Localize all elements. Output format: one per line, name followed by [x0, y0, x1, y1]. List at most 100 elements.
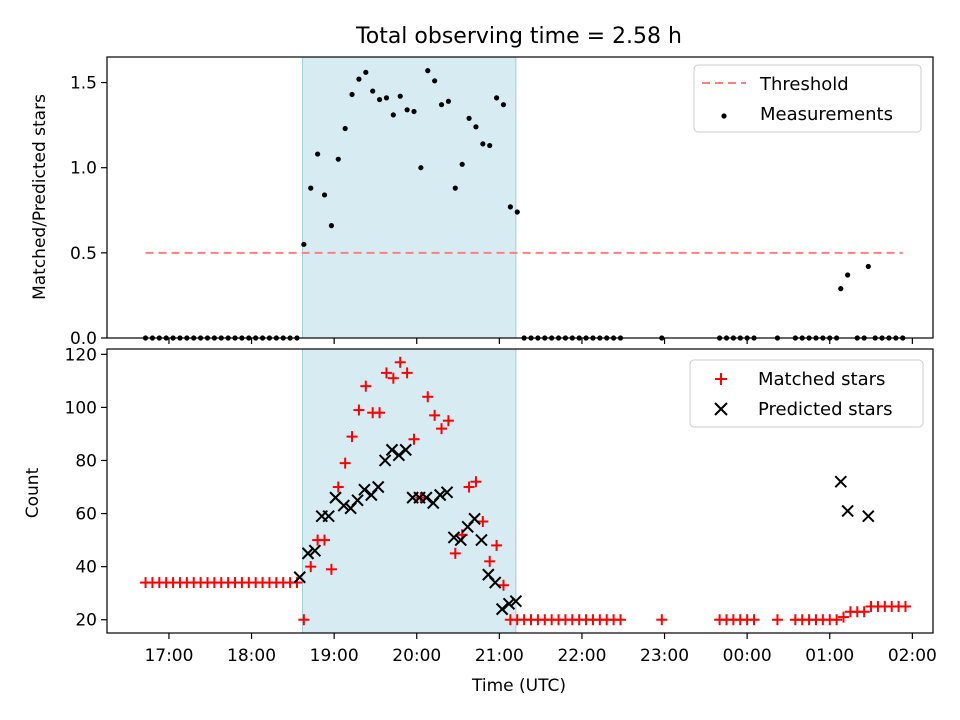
top-y-tick-label: 0.0	[70, 329, 97, 349]
matched-star-point	[614, 614, 626, 626]
matched-star-point	[387, 372, 399, 384]
matched-stars-points	[140, 356, 911, 626]
x-tick-label: 23:00	[640, 646, 689, 666]
matched-star-point	[748, 614, 760, 626]
predicted-star-point	[293, 571, 306, 584]
measurement-point	[487, 142, 493, 149]
matched-star-point	[360, 380, 372, 392]
predicted-star-point	[392, 448, 406, 462]
matched-star-point	[497, 579, 509, 591]
measurement-point	[480, 141, 486, 147]
predicted-star-point	[322, 510, 335, 523]
measurement-point	[328, 223, 334, 229]
bottom-y-tick-label: 120	[65, 345, 97, 365]
measurement-point	[514, 209, 520, 215]
x-tick-label: 18:00	[227, 646, 276, 666]
measurement-point	[493, 95, 500, 101]
predicted-star-point	[862, 510, 875, 523]
legend-predicted-label: Predicted stars	[758, 399, 892, 420]
matched-star-point	[346, 431, 358, 443]
predicted-star-point	[351, 494, 364, 507]
measurement-point	[418, 165, 424, 171]
x-tick-label: 22:00	[557, 646, 606, 666]
measurement-point	[349, 91, 355, 98]
measurement-point	[459, 161, 465, 167]
matched-star-point	[477, 516, 489, 528]
bottom-x-ticks: 17:00 18:00 19:00 20:00 21:00 22:00 23:00 00:00…	[144, 633, 937, 666]
measurement-point	[865, 263, 871, 270]
measurement-point	[356, 76, 362, 82]
measurement-point	[301, 241, 307, 247]
legend-measurements-label: Measurements	[760, 104, 893, 125]
matched-star-point	[305, 561, 317, 573]
matched-star-point	[394, 356, 406, 368]
matched-star-point	[449, 547, 461, 559]
predicted-star-point	[475, 533, 488, 547]
measurement-point	[342, 125, 348, 132]
matched-star-point	[353, 404, 365, 416]
matched-star-point	[339, 457, 351, 469]
bottom-y-tick-label: 80	[75, 451, 97, 471]
measurement-point	[335, 156, 341, 162]
matched-star-point	[858, 606, 870, 618]
measurement-point	[370, 88, 376, 94]
x-tick-label: 01:00	[805, 646, 854, 666]
predicted-star-point	[420, 491, 433, 504]
chart-title: Total observing time = 2.58 h	[355, 24, 682, 49]
measurements-points	[142, 68, 906, 341]
predicted-star-point	[433, 488, 447, 502]
predicted-star-point	[495, 602, 509, 616]
top-axes-frame	[106, 56, 934, 339]
measurement-point	[308, 185, 314, 191]
x-tick-label: 17:00	[144, 646, 193, 666]
matched-star-point	[408, 433, 420, 445]
legend-threshold-label: Threshold	[759, 74, 849, 95]
measurement-point	[845, 272, 851, 278]
predicted-star-point	[358, 483, 371, 496]
predicted-star-point	[502, 597, 516, 611]
predicted-star-point	[371, 480, 385, 494]
matched-star-point	[899, 600, 911, 612]
measurement-point	[411, 108, 417, 115]
top-panel: 0.0 0.5 1.0 1.5 Matched/Predicted stars Thr…	[30, 56, 934, 349]
matched-star-point	[374, 407, 386, 419]
bottom-y-axis-label: Count	[23, 467, 43, 518]
matched-star-point	[380, 367, 392, 379]
bottom-band-rect	[302, 349, 516, 633]
measurement-point	[383, 95, 390, 101]
legend-matched-swatch	[715, 373, 727, 385]
matched-star-point	[436, 423, 448, 435]
matched-star-point	[332, 481, 344, 493]
matched-star-point	[838, 611, 850, 623]
bottom-panel: 20 40 60 80 100 120 17:00 18:00 19:00 20:00 21:00…	[23, 345, 937, 696]
legend-measurements-swatch	[721, 113, 727, 119]
bottom-y-ticks: 20 40 60 80 100 120	[65, 345, 107, 631]
x-tick-label: 19:00	[310, 646, 359, 666]
predicted-star-point	[454, 533, 468, 547]
predicted-star-point	[489, 576, 502, 589]
predicted-star-point	[378, 454, 392, 467]
measurement-point	[507, 204, 513, 210]
measurement-point	[466, 115, 472, 121]
measurement-point	[438, 102, 445, 108]
measurement-point	[390, 112, 396, 118]
measurement-point	[452, 185, 458, 191]
measurement-point	[315, 151, 321, 157]
matched-star-point	[325, 563, 337, 575]
predicted-star-point	[308, 544, 322, 557]
matched-star-point	[470, 476, 482, 488]
top-y-tick-label: 1.5	[70, 74, 97, 94]
x-tick-label: 02:00	[888, 646, 937, 666]
measurement-point	[445, 98, 452, 104]
matched-star-point	[401, 367, 413, 379]
top-band-rect	[302, 57, 516, 338]
top-y-axis-label: Matched/Predicted stars	[30, 94, 50, 300]
top-shaded-interval	[301, 57, 517, 338]
matched-star-point	[656, 614, 668, 626]
matched-star-point	[429, 409, 441, 421]
bottom-legend-box	[689, 359, 924, 428]
matched-star-point	[771, 614, 783, 626]
bottom-y-tick-label: 100	[65, 398, 97, 418]
bottom-y-tick-label: 20	[75, 611, 97, 631]
